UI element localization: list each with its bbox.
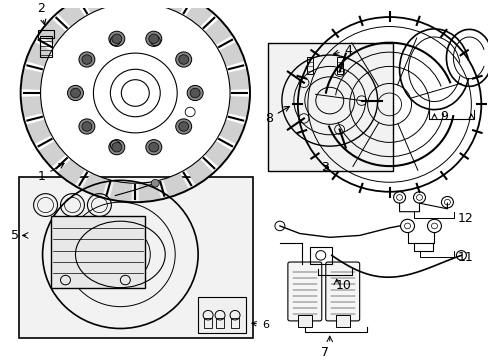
Text: 5: 5 — [11, 229, 19, 242]
Wedge shape — [109, 0, 132, 5]
Bar — [230, 318, 239, 328]
Bar — [336, 57, 342, 74]
Bar — [306, 57, 312, 74]
Wedge shape — [138, 0, 161, 5]
Bar — [203, 318, 212, 328]
Circle shape — [67, 85, 83, 100]
FancyBboxPatch shape — [335, 315, 349, 327]
Circle shape — [190, 88, 200, 98]
FancyBboxPatch shape — [287, 262, 321, 321]
Text: 7: 7 — [320, 346, 328, 359]
Wedge shape — [163, 0, 189, 13]
Wedge shape — [81, 0, 107, 13]
Bar — [38, 30, 53, 38]
Circle shape — [109, 31, 124, 46]
FancyBboxPatch shape — [198, 297, 245, 333]
Wedge shape — [38, 18, 66, 45]
Wedge shape — [38, 141, 66, 167]
Circle shape — [175, 52, 191, 67]
Text: 2: 2 — [37, 2, 46, 24]
Circle shape — [178, 55, 188, 64]
Text: 12: 12 — [456, 212, 472, 225]
Wedge shape — [227, 68, 249, 90]
Circle shape — [151, 179, 159, 187]
Wedge shape — [138, 181, 161, 202]
Text: 6: 6 — [251, 320, 268, 330]
Circle shape — [79, 52, 95, 67]
Circle shape — [112, 34, 122, 44]
Circle shape — [82, 55, 92, 64]
Wedge shape — [57, 0, 85, 27]
Wedge shape — [20, 96, 43, 118]
Wedge shape — [227, 96, 249, 118]
Circle shape — [175, 119, 191, 134]
Wedge shape — [219, 42, 244, 67]
Circle shape — [112, 143, 122, 152]
FancyBboxPatch shape — [19, 176, 252, 338]
Wedge shape — [219, 120, 244, 144]
Circle shape — [178, 122, 188, 131]
Text: 10: 10 — [335, 279, 351, 292]
FancyBboxPatch shape — [267, 43, 392, 171]
Bar — [216, 318, 224, 328]
Wedge shape — [163, 173, 189, 197]
Wedge shape — [25, 42, 52, 67]
Circle shape — [79, 119, 95, 134]
Wedge shape — [204, 18, 232, 45]
Wedge shape — [109, 181, 132, 202]
Bar — [40, 36, 51, 57]
Text: 8: 8 — [264, 107, 289, 125]
Circle shape — [70, 88, 81, 98]
Text: 4: 4 — [333, 44, 352, 57]
Circle shape — [148, 143, 159, 152]
Wedge shape — [81, 173, 107, 197]
Text: 11: 11 — [456, 251, 472, 264]
Circle shape — [145, 31, 162, 46]
Circle shape — [187, 85, 203, 100]
Text: 1: 1 — [38, 163, 64, 183]
FancyBboxPatch shape — [297, 315, 311, 327]
Circle shape — [82, 122, 92, 131]
Wedge shape — [185, 159, 213, 186]
Wedge shape — [20, 68, 43, 90]
Circle shape — [109, 140, 124, 155]
Circle shape — [148, 34, 159, 44]
Wedge shape — [25, 120, 52, 144]
FancyBboxPatch shape — [50, 216, 145, 288]
Wedge shape — [204, 141, 232, 167]
FancyBboxPatch shape — [325, 262, 359, 321]
Text: 9: 9 — [440, 111, 447, 123]
Text: 3: 3 — [320, 161, 328, 174]
Wedge shape — [57, 159, 85, 186]
Circle shape — [145, 140, 162, 155]
Wedge shape — [185, 0, 213, 27]
